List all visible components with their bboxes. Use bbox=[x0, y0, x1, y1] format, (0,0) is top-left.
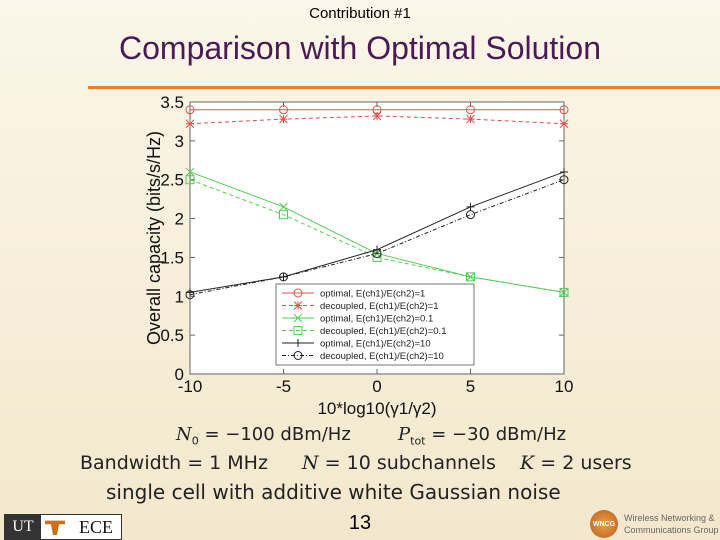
series-lines bbox=[185, 105, 569, 300]
x-tick-label: -10 bbox=[178, 377, 203, 396]
data-point-square bbox=[185, 175, 195, 185]
series-line-6 bbox=[189, 179, 565, 296]
data-point-circle bbox=[185, 290, 195, 300]
data-point-circle bbox=[293, 351, 303, 360]
y-tick-label: 0 bbox=[175, 365, 184, 384]
series-line-2 bbox=[189, 115, 565, 125]
legend-label: decoupled, E(ch1)/E(ch2)=1 bbox=[320, 301, 439, 312]
section-label: Contribution #1 bbox=[309, 5, 411, 22]
subchannels-equation: N = 10 subchannels bbox=[302, 452, 496, 474]
data-point-circle bbox=[559, 105, 569, 115]
legend-label: optimal, E(ch1)/E(ch2)=10 bbox=[320, 339, 431, 350]
data-point-circle bbox=[559, 175, 569, 185]
data-point-x bbox=[279, 202, 288, 212]
y-axis-label: Overall capacity (bits/s/Hz) bbox=[144, 131, 164, 345]
data-point-plus bbox=[186, 288, 194, 297]
data-point-plus bbox=[560, 167, 568, 176]
legend-box bbox=[275, 283, 475, 366]
data-point-plus bbox=[279, 272, 288, 281]
wncg-logo: WNCG Wireless Networking & Communications… bbox=[590, 510, 720, 540]
y-tick-label: 0.5 bbox=[160, 326, 184, 345]
data-point-x bbox=[293, 313, 303, 323]
x-tick-label: 0 bbox=[372, 377, 381, 396]
page-number: 13 bbox=[348, 512, 372, 534]
bandwidth-equation: Bandwidth = 1 MHz bbox=[80, 452, 268, 474]
y-tick-label: 2.5 bbox=[160, 171, 184, 190]
data-point-plus bbox=[466, 202, 475, 211]
noise-density-equation: N0 = −100 dBm/Hz bbox=[176, 424, 351, 448]
data-point-star bbox=[559, 119, 569, 129]
data-point-star bbox=[185, 119, 195, 129]
data-point-star bbox=[372, 111, 382, 121]
x-tick-label: -5 bbox=[276, 377, 291, 396]
data-point-square bbox=[279, 210, 288, 220]
data-point-star bbox=[466, 114, 475, 124]
data-point-circle bbox=[279, 272, 288, 282]
series-line-4 bbox=[189, 179, 565, 293]
data-point-square bbox=[559, 287, 569, 297]
data-point-star bbox=[293, 301, 303, 310]
legend-label: optimal, E(ch1)/E(ch2)=0.1 bbox=[320, 314, 433, 325]
y-tick-label: 3.5 bbox=[160, 93, 184, 112]
axes: -10 -5 0 5 10 0 0.5 1 1.5 2 2.5 3 3.5 bbox=[160, 93, 573, 396]
noise-model-text: single cell with additive white Gaussian… bbox=[106, 480, 561, 504]
legend-label: decoupled, E(ch1)/E(ch2)=10 bbox=[320, 351, 444, 362]
data-point-circle bbox=[466, 210, 475, 220]
x-axis-label: 10*log10(γ1/γ2) bbox=[317, 399, 436, 418]
total-power-equation: Ptot = −30 dBm/Hz bbox=[398, 424, 567, 448]
y-tick-label: 1 bbox=[175, 287, 184, 306]
y-tick-label: 1.5 bbox=[160, 248, 184, 267]
slide-title: Comparison with Optimal Solution bbox=[119, 30, 601, 66]
data-point-square bbox=[293, 326, 303, 335]
y-tick-label: 3 bbox=[175, 132, 184, 151]
ut-ece-logo: UT ECE bbox=[4, 514, 122, 540]
data-point-x bbox=[466, 272, 475, 282]
data-point-star bbox=[279, 114, 288, 124]
legend-label: optimal, E(ch1)/E(ch2)=1 bbox=[320, 289, 425, 300]
users-equation: K = 2 users bbox=[520, 452, 632, 474]
data-point-x bbox=[185, 167, 195, 177]
data-point-plus bbox=[294, 339, 302, 347]
x-tick-label: 10 bbox=[555, 377, 574, 396]
legend-label: decoupled, E(ch1)/E(ch2)=0.1 bbox=[320, 326, 446, 337]
data-point-circle bbox=[185, 105, 195, 115]
data-point-circle bbox=[279, 105, 288, 115]
wncg-seal-icon: WNCG bbox=[590, 510, 618, 538]
data-point-square bbox=[466, 272, 475, 282]
data-point-circle bbox=[372, 249, 382, 259]
y-tick-label: 2 bbox=[175, 210, 184, 229]
x-tick-label: 5 bbox=[466, 377, 475, 396]
title-underline bbox=[88, 86, 720, 89]
data-point-circle bbox=[293, 288, 303, 298]
data-point-circle bbox=[466, 105, 475, 115]
